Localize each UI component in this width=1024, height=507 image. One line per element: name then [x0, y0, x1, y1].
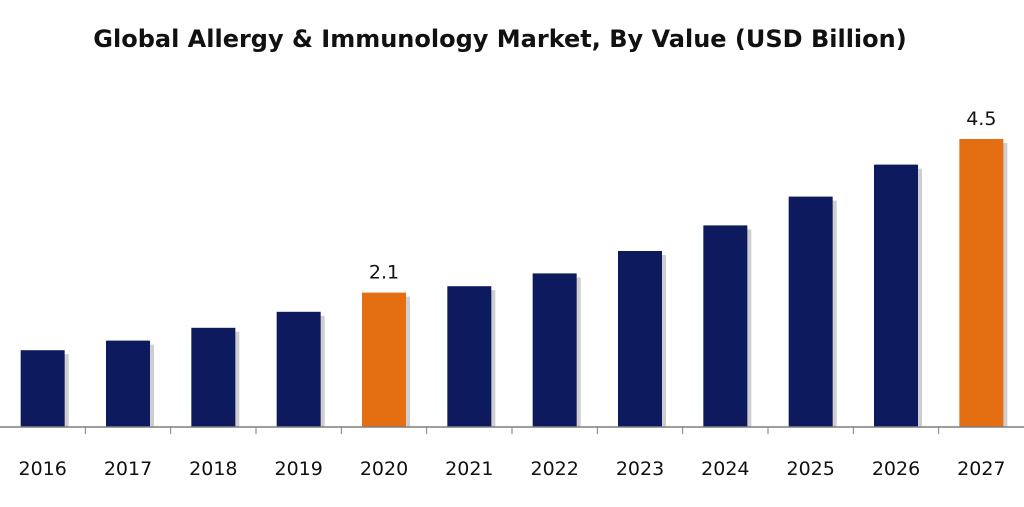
x-tick-label-2022: 2022 — [530, 458, 578, 480]
bars-layer — [20, 139, 1008, 427]
bar-2018 — [191, 327, 236, 427]
bar-2017 — [106, 340, 150, 427]
x-tick-label-2019: 2019 — [274, 458, 322, 480]
labels-layer: 2016 2017 2018 2019 2020 2.1 2021 2022 2023 2024 2… — [18, 108, 1005, 480]
bar-2022 — [532, 273, 577, 427]
x-tick-label-2021: 2021 — [445, 458, 493, 480]
x-tick-label-2023: 2023 — [616, 458, 664, 480]
bar-2021 — [447, 286, 492, 427]
bar-2025 — [788, 196, 833, 427]
x-tick-label-2017: 2017 — [104, 458, 152, 480]
x-axis — [0, 426, 1024, 434]
bar-2027 — [959, 139, 1004, 427]
bar-2020 — [362, 292, 406, 427]
x-tick-label-2026: 2026 — [872, 458, 920, 480]
x-tick-label-2027: 2027 — [957, 458, 1005, 480]
x-tick-label-2018: 2018 — [189, 458, 237, 480]
bar-2023 — [618, 251, 662, 427]
bar-2019 — [276, 311, 321, 427]
chart-title: Global Allergy & Immunology Market, By V… — [93, 25, 907, 53]
bar-2016 — [20, 350, 65, 427]
data-label-2020: 2.1 — [369, 262, 399, 284]
bar-2024 — [703, 225, 748, 427]
x-tick-label-2016: 2016 — [18, 458, 66, 480]
x-tick-label-2024: 2024 — [701, 458, 749, 480]
x-tick-label-2020: 2020 — [360, 458, 408, 480]
x-tick-label-2025: 2025 — [786, 458, 834, 480]
bar-2026 — [874, 164, 918, 427]
data-label-2027: 4.5 — [966, 108, 996, 130]
